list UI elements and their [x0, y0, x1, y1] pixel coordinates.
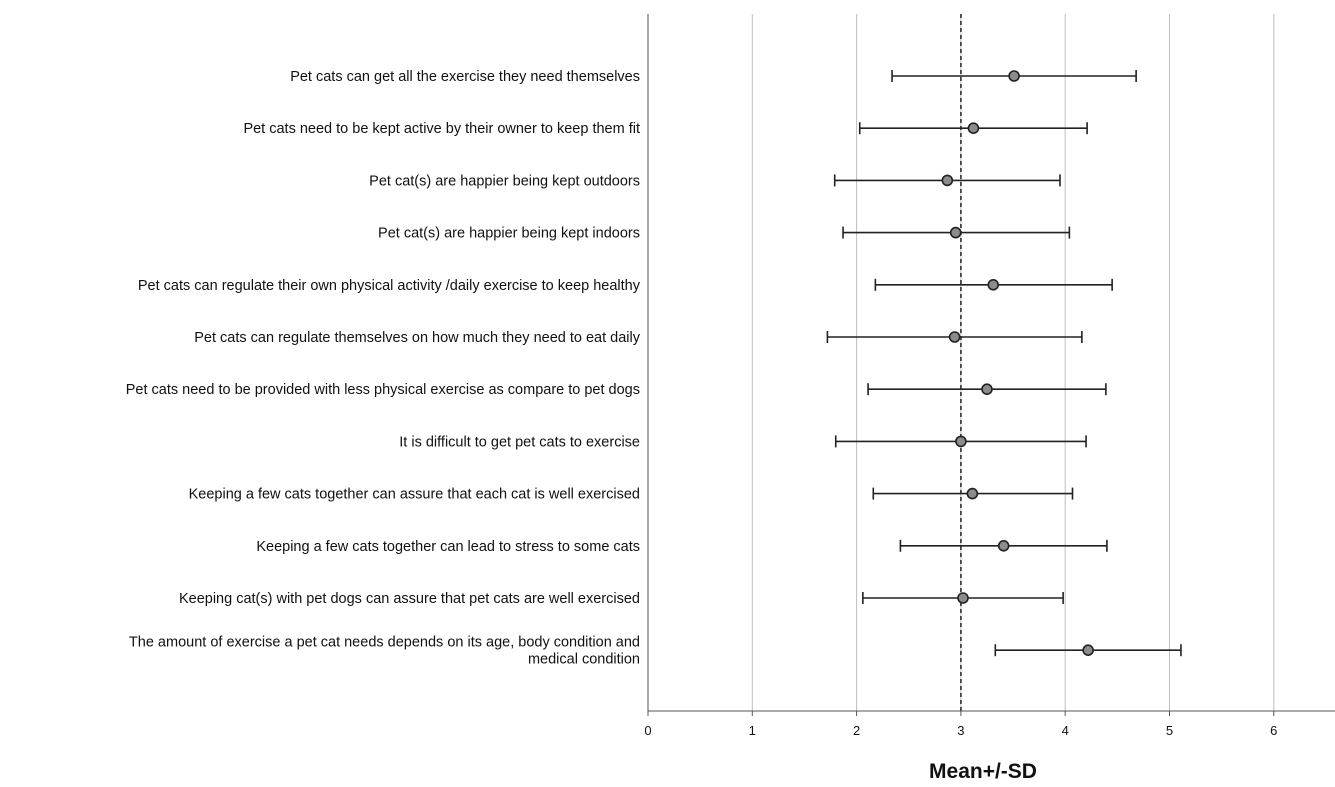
mean-point — [1082, 644, 1094, 657]
mean-point — [997, 539, 1010, 552]
mean-point — [948, 331, 961, 343]
category-label: Keeping cat(s) with pet dogs can assure … — [179, 591, 640, 607]
category-label: Keeping a few cats together can lead to … — [256, 539, 640, 555]
grid-lines — [751, 14, 1275, 711]
mean-point — [966, 487, 979, 500]
category-label: Pet cats can regulate their own physical… — [138, 278, 641, 294]
mean-point — [1008, 70, 1020, 82]
mean-point — [949, 226, 962, 239]
x-ticks: 0 1 2 3 4 5 6 — [644, 711, 1277, 738]
category-label: The amount of exercise a pet cat needs d… — [129, 635, 640, 668]
mean-point — [955, 435, 967, 448]
mean-point — [981, 383, 993, 396]
x-tick-label: 1 — [749, 723, 756, 738]
category-label: It is difficult to get pet cats to exerc… — [399, 434, 640, 450]
category-labels: Pet cats can get all the exercise they n… — [126, 69, 641, 668]
mean-point — [941, 174, 954, 187]
category-label: Pet cats can regulate themselves on how … — [194, 330, 640, 346]
mean-point — [967, 122, 980, 134]
x-tick-label: 3 — [957, 723, 964, 738]
x-tick-label: 2 — [853, 723, 860, 738]
x-tick-label: 6 — [1270, 723, 1277, 738]
mean-point — [987, 278, 1000, 291]
x-tick-label: 4 — [1062, 723, 1069, 738]
axes — [647, 14, 1335, 712]
error-bars — [826, 70, 1182, 657]
category-label: Keeping a few cats together can assure t… — [189, 487, 640, 503]
category-label: Pet cat(s) are happier being kept outdoo… — [369, 173, 640, 189]
category-label: Pet cats need to be provided with less p… — [126, 382, 640, 398]
x-axis-title: Mean+/-SD — [929, 760, 1037, 783]
x-tick-label: 5 — [1166, 723, 1173, 738]
x-tick-label: 0 — [644, 723, 651, 738]
category-label: Pet cats can get all the exercise they n… — [290, 69, 640, 85]
mean-point — [957, 592, 969, 604]
category-label: Pet cats need to be kept active by their… — [243, 121, 640, 137]
category-label: Pet cat(s) are happier being kept indoor… — [378, 226, 640, 242]
